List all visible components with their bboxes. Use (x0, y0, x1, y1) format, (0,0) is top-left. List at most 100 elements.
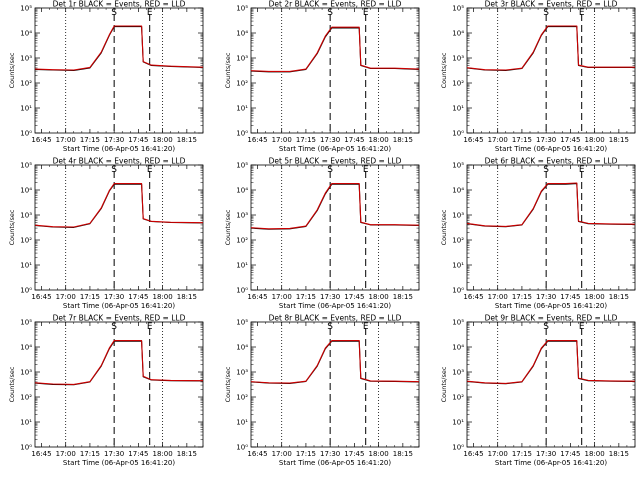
events-series-line (34, 340, 204, 386)
y-tick-label: 10⁵ (452, 162, 464, 170)
x-tick-label: 17:30 (104, 450, 124, 458)
x-tick-label: 17:45 (560, 293, 580, 301)
panel-1: Det 1r BLACK = Events, RED = LLD 10⁰ 10¹ 10… (8, 0, 204, 153)
x-tick-label: 17:00 (56, 450, 76, 458)
lld-series-line (466, 340, 636, 384)
y-tick-label: 10⁵ (452, 319, 464, 327)
marker-label-s: S (111, 165, 117, 175)
y-axis-label: Counts/sec (440, 366, 448, 402)
x-tick-label: 17:00 (488, 293, 508, 301)
y-axis-label: Counts/sec (224, 209, 232, 245)
y-tick-label: 10² (452, 80, 464, 88)
y-tick-label: 10² (20, 394, 32, 402)
panel-7: Det 7r BLACK = Events, RED = LLD 10⁰ 10¹ 10… (8, 314, 204, 467)
plot-frame (466, 7, 636, 134)
y-tick-label: 10¹ (236, 419, 248, 427)
x-tick-label: 17:45 (560, 136, 580, 144)
y-tick-label: 10⁴ (20, 30, 32, 38)
y-tick-label: 10⁵ (20, 162, 32, 170)
lld-series-line (34, 25, 204, 71)
y-axis-label: Counts/sec (224, 366, 232, 402)
y-tick-label: 10² (236, 237, 248, 245)
x-tick-label: 18:00 (153, 450, 173, 458)
events-series-line (250, 183, 420, 230)
events-series-line (34, 26, 204, 71)
y-tick-label: 10⁰ (452, 287, 464, 295)
x-tick-label: 16:45 (247, 293, 267, 301)
y-tick-label: 10³ (236, 55, 248, 63)
x-tick-label: 18:00 (369, 136, 389, 144)
x-axis-label: Start Time (06-Apr-05 16:41:20) (63, 145, 175, 153)
x-tick-label: 17:45 (128, 450, 148, 458)
y-tick-label: 10³ (20, 369, 32, 377)
plot-frame (250, 7, 420, 134)
x-axis-label: Start Time (06-Apr-05 16:41:20) (495, 302, 607, 310)
lld-series-line (250, 340, 420, 384)
lld-series-line (466, 182, 636, 227)
x-tick-label: 18:00 (585, 293, 605, 301)
x-axis-label: Start Time (06-Apr-05 16:41:20) (63, 459, 175, 467)
x-tick-label: 18:15 (393, 293, 413, 301)
panel-title: Det 8r BLACK = Events, RED = LLD (269, 314, 402, 323)
y-axis-label: Counts/sec (440, 209, 448, 245)
x-tick-label: 16:45 (31, 136, 51, 144)
x-tick-label: 17:30 (536, 136, 556, 144)
x-tick-label: 17:45 (128, 293, 148, 301)
x-tick-label: 18:15 (393, 136, 413, 144)
x-axis-label: Start Time (06-Apr-05 16:41:20) (495, 145, 607, 153)
y-tick-label: 10⁰ (236, 287, 248, 295)
lld-series-line (466, 25, 635, 71)
x-axis-label: Start Time (06-Apr-05 16:41:20) (279, 302, 391, 310)
y-tick-label: 10⁰ (452, 444, 464, 452)
lld-series-line (250, 183, 420, 230)
panel-8: Det 8r BLACK = Events, RED = LLD 10⁰ 10¹ 10… (224, 314, 420, 467)
y-tick-label: 10¹ (20, 419, 32, 427)
y-tick-label: 10² (20, 237, 32, 245)
x-tick-label: 17:30 (536, 450, 556, 458)
y-tick-label: 10² (236, 394, 248, 402)
marker-label-e: E (579, 8, 585, 18)
events-series-line (466, 26, 635, 71)
x-tick-label: 17:15 (512, 450, 532, 458)
x-tick-label: 17:45 (344, 450, 364, 458)
x-tick-label: 17:45 (344, 136, 364, 144)
marker-label-e: E (147, 322, 153, 332)
marker-label-s: S (111, 8, 117, 18)
y-axis-label: Counts/sec (8, 209, 16, 245)
y-tick-label: 10⁴ (20, 187, 32, 195)
panel-title: Det 6r BLACK = Events, RED = LLD (485, 157, 618, 166)
y-axis-label: Counts/sec (440, 52, 448, 88)
x-tick-label: 17:45 (560, 450, 580, 458)
x-tick-label: 18:15 (609, 136, 629, 144)
x-tick-label: 17:00 (56, 293, 76, 301)
panel-title: Det 2r BLACK = Events, RED = LLD (269, 0, 402, 9)
plot-frame (466, 164, 636, 291)
panel-2: Det 2r BLACK = Events, RED = LLD 10⁰ 10¹ 10… (224, 0, 420, 153)
y-tick-label: 10⁵ (20, 5, 32, 13)
x-tick-label: 18:15 (177, 450, 197, 458)
marker-label-e: E (363, 8, 369, 18)
x-tick-label: 18:15 (609, 450, 629, 458)
y-tick-label: 10⁰ (236, 130, 248, 138)
y-tick-label: 10⁰ (20, 444, 32, 452)
lld-series-line (34, 340, 204, 385)
panel-6: Det 6r BLACK = Events, RED = LLD 10⁰ 10¹ 10… (440, 157, 636, 310)
x-tick-label: 17:00 (272, 136, 292, 144)
y-tick-label: 10⁴ (452, 187, 464, 195)
y-tick-label: 10⁰ (236, 444, 248, 452)
y-tick-label: 10² (452, 237, 464, 245)
plot-frame (34, 321, 204, 448)
y-tick-label: 10⁴ (236, 30, 248, 38)
y-tick-label: 10⁴ (20, 344, 32, 352)
marker-label-s: S (543, 8, 549, 18)
x-tick-label: 18:15 (609, 293, 629, 301)
y-tick-label: 10² (236, 80, 248, 88)
panel-9: Det 9r BLACK = Events, RED = LLD 10⁰ 10¹ 10… (440, 314, 636, 467)
y-tick-label: 10⁴ (236, 187, 248, 195)
x-tick-label: 17:00 (56, 136, 76, 144)
x-tick-label: 16:45 (31, 293, 51, 301)
events-series-line (466, 183, 636, 228)
x-tick-label: 17:15 (80, 136, 100, 144)
x-axis-label: Start Time (06-Apr-05 16:41:20) (279, 459, 391, 467)
marker-label-e: E (363, 322, 369, 332)
